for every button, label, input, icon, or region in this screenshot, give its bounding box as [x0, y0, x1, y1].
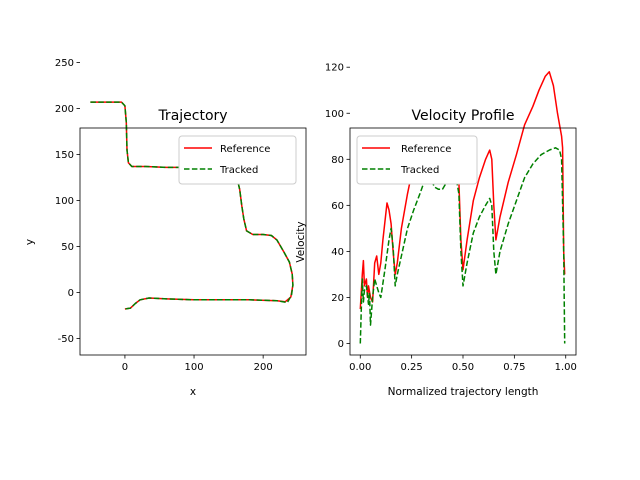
velocity-xtick-label: 0.75 [503, 362, 525, 373]
trajectory-ytick-label: -50 [58, 334, 74, 345]
trajectory-ylabel: y [24, 239, 36, 245]
trajectory-ytick-label: 100 [55, 196, 74, 207]
trajectory-ytick-label: 200 [55, 104, 74, 115]
trajectory-title: Trajectory [157, 108, 227, 124]
trajectory-ytick-label: 50 [61, 242, 74, 253]
velocity-xtick-label: 0.25 [401, 362, 423, 373]
trajectory-ytick-label: 0 [68, 288, 74, 299]
velocity-ytick-label: 100 [325, 109, 344, 120]
trajectory-series-tracked-line [90, 101, 294, 310]
trajectory-xtick-label: 0 [122, 362, 128, 373]
trajectory-xlabel: x [190, 386, 196, 398]
velocity-legend: Reference Tracked [356, 135, 478, 185]
velocity-legend-tracked-label: Tracked [400, 165, 439, 176]
trajectory-plot-area: 0 100 200 -50 0 50 100 150 200 250 [55, 58, 307, 373]
trajectory-axes-frame [79, 127, 307, 356]
velocity-ylabel: Velocity [295, 221, 307, 262]
velocity-ytick-label: 40 [331, 247, 344, 258]
trajectory-ytick-label: 250 [55, 58, 74, 69]
velocity-xtick-label: 0.00 [349, 362, 371, 373]
velocity-ytick-label: 20 [331, 293, 344, 304]
velocity-xlabel: Normalized trajectory length [388, 386, 539, 398]
velocity-ytick-label: 0 [338, 339, 344, 350]
velocity-ytick-label: 120 [325, 63, 344, 74]
trajectory-legend-reference-label: Reference [220, 144, 270, 155]
trajectory-ytick-label: 150 [55, 150, 74, 161]
trajectory-legend: Reference Tracked [178, 135, 297, 185]
velocity-ytick-label: 60 [331, 201, 344, 212]
trajectory-xtick-label: 100 [184, 362, 203, 373]
velocity-xtick-label: 0.50 [452, 362, 474, 373]
velocity-chart: Velocity Profile 0.00 0.25 0.50 0.75 1.00 0 20… [295, 63, 577, 398]
velocity-ytick-label: 80 [331, 155, 344, 166]
velocity-title: Velocity Profile [412, 108, 515, 124]
velocity-xtick-label: 1.00 [555, 362, 577, 373]
velocity-series-tracked-line [359, 147, 566, 344]
trajectory-xtick-label: 200 [254, 362, 273, 373]
trajectory-chart: Trajectory 0 100 200 -50 0 50 100 150 200 250 x y… [24, 58, 307, 398]
trajectory-legend-tracked-label: Tracked [219, 165, 258, 176]
velocity-legend-reference-label: Reference [401, 144, 451, 155]
